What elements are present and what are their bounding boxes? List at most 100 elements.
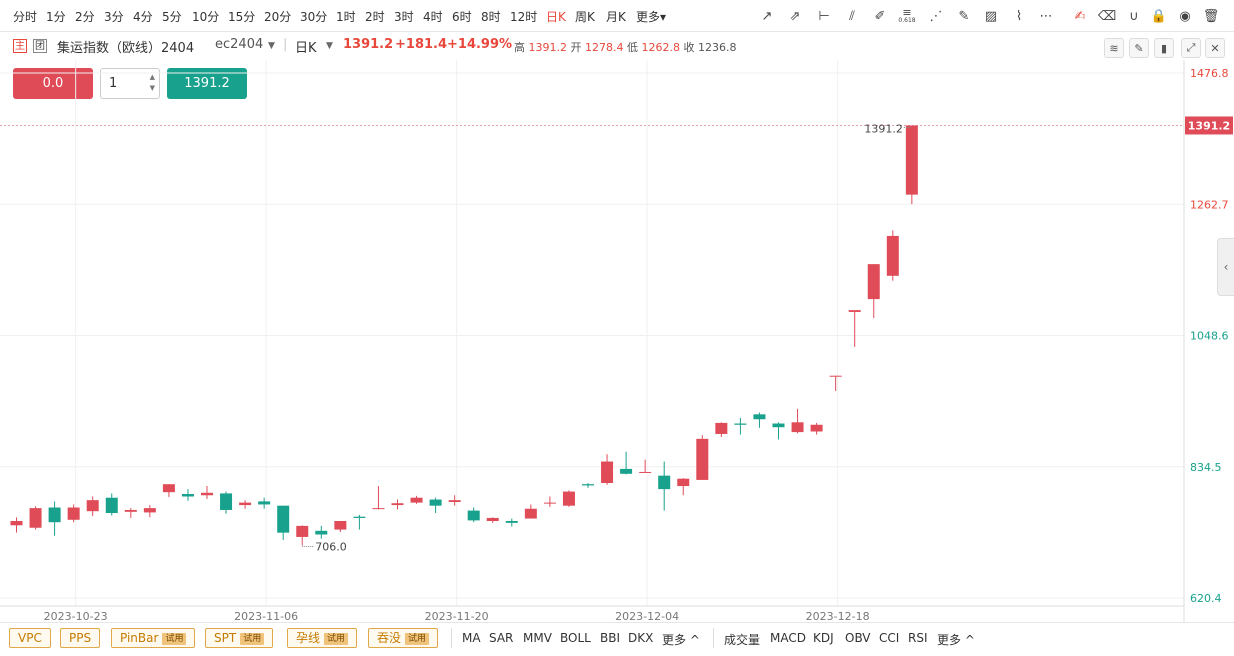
overlay-indicator-4[interactable]: BBI bbox=[600, 631, 621, 645]
trash-icon[interactable]: 🗑 bbox=[1202, 8, 1220, 24]
x-tick-label-2: 2023-11-20 bbox=[425, 610, 489, 622]
chart-style-icon[interactable]: ▮ bbox=[1154, 38, 1174, 58]
candle-body-20 bbox=[391, 503, 404, 506]
edit-icon[interactable]: ✍ bbox=[1074, 8, 1086, 24]
stepper-arrows-icon[interactable]: ▲ ▼ bbox=[149, 73, 155, 92]
candle-body-35 bbox=[677, 478, 690, 487]
y-tick-label-3: 834.5 bbox=[1190, 461, 1222, 474]
timeframe-12[interactable]: 3时 bbox=[394, 10, 414, 24]
overlay-indicator-6[interactable]: 更多 ^ bbox=[662, 633, 700, 647]
timeframe-4[interactable]: 4分 bbox=[133, 10, 153, 24]
overlay-indicator-3[interactable]: BOLL bbox=[560, 631, 591, 645]
drawing-edit-icon[interactable]: ✎ bbox=[1129, 38, 1149, 58]
candle-body-32 bbox=[620, 468, 633, 474]
candle-body-21 bbox=[410, 497, 423, 503]
overlay-indicator-0[interactable]: MA bbox=[462, 631, 481, 645]
timeframe-1[interactable]: 1分 bbox=[46, 10, 66, 24]
side-panel-toggle-icon[interactable]: ‹ bbox=[1217, 238, 1234, 296]
parallel-line-icon[interactable]: ⫽ bbox=[849, 8, 855, 24]
low-value: 1262.8 bbox=[641, 41, 681, 54]
timeframe-11[interactable]: 2时 bbox=[365, 10, 385, 24]
candle-body-38 bbox=[734, 423, 747, 425]
timeframe-15[interactable]: 8时 bbox=[481, 10, 501, 24]
indicator-settings-icon[interactable]: ≋ bbox=[1104, 38, 1124, 58]
timeframe-9[interactable]: 30分 bbox=[300, 10, 328, 24]
fullscreen-icon[interactable]: ⤢ bbox=[1181, 38, 1201, 58]
symbol-name[interactable]: 集运指数（欧线）2404 bbox=[57, 41, 195, 56]
brush-icon[interactable]: ✎ bbox=[958, 8, 970, 24]
timeframe-7[interactable]: 15分 bbox=[228, 10, 256, 24]
divider bbox=[713, 628, 714, 648]
timeframe-5[interactable]: 5分 bbox=[162, 10, 182, 24]
image-icon[interactable]: ▨ bbox=[984, 8, 998, 24]
timeframe-2[interactable]: 2分 bbox=[75, 10, 95, 24]
timeframe-17[interactable]: 日K bbox=[546, 10, 566, 24]
more-dots-icon[interactable]: ⋯ bbox=[1039, 8, 1053, 24]
sub-indicator-3[interactable]: OBV bbox=[845, 631, 871, 645]
sub-indicator-1[interactable]: MACD bbox=[770, 631, 806, 645]
indicator-tag-0[interactable]: VPC bbox=[9, 628, 51, 648]
timeframe-18[interactable]: 周K bbox=[575, 10, 595, 24]
overlay-indicator-5[interactable]: DKX bbox=[628, 631, 654, 645]
y-tick-label-0: 1476.8 bbox=[1190, 67, 1229, 80]
sub-indicator-6[interactable]: 更多 ^ bbox=[937, 633, 975, 647]
symbol-code[interactable]: ec2404 bbox=[215, 37, 264, 52]
candle-body-5 bbox=[105, 497, 118, 514]
timeframe-toolbar bbox=[0, 0, 1234, 32]
group-badge: 团 bbox=[33, 39, 47, 53]
eye-icon[interactable]: ◉ bbox=[1179, 8, 1191, 24]
candle-body-29 bbox=[562, 491, 575, 506]
magnet-icon[interactable]: ∪ bbox=[1129, 8, 1139, 24]
timeframe-10[interactable]: 1时 bbox=[336, 10, 356, 24]
timeframe-19[interactable]: 月K bbox=[606, 10, 626, 24]
x-tick-label-0: 2023-10-23 bbox=[44, 610, 108, 622]
horizontal-line-icon[interactable]: ⊢ bbox=[818, 8, 830, 24]
quantity-value[interactable]: 1 bbox=[109, 76, 118, 91]
sub-indicator-2[interactable]: KDJ bbox=[813, 631, 834, 645]
high-label: 高 bbox=[514, 41, 525, 54]
sub-indicator-4[interactable]: CCI bbox=[879, 631, 900, 645]
indicator-tag-1[interactable]: PPS bbox=[60, 628, 101, 648]
trend-line-icon[interactable]: ↗ bbox=[761, 8, 773, 24]
open-value: 1278.4 bbox=[585, 41, 624, 54]
timeframe-14[interactable]: 6时 bbox=[452, 10, 472, 24]
fibonacci-icon[interactable]: ≡ 0.618 bbox=[898, 6, 916, 24]
candle-body-2 bbox=[48, 507, 61, 523]
timeframe-6[interactable]: 10分 bbox=[192, 10, 220, 24]
overlay-indicator-1[interactable]: SAR bbox=[489, 631, 514, 645]
timeframe-13[interactable]: 4时 bbox=[423, 10, 443, 24]
ray-icon[interactable]: ⇗ bbox=[789, 8, 801, 24]
period-dropdown-icon[interactable]: ▼ bbox=[326, 41, 333, 51]
eraser-icon[interactable]: ⌫ bbox=[1097, 8, 1117, 24]
indicator-tag-4[interactable]: 孕线 试用 bbox=[287, 628, 358, 648]
symbol-dropdown-icon[interactable]: ▼ bbox=[268, 41, 275, 51]
sub-indicator-5[interactable]: RSI bbox=[908, 631, 928, 645]
timeframe-3[interactable]: 3分 bbox=[104, 10, 124, 24]
price-change-pct: +14.99% bbox=[447, 37, 513, 52]
candle-body-43 bbox=[829, 375, 842, 377]
x-tick-label-4: 2023-12-18 bbox=[806, 610, 870, 622]
indicator-tag-5[interactable]: 吞没 试用 bbox=[368, 628, 439, 648]
indicator-bar bbox=[0, 622, 1234, 656]
candle-body-25 bbox=[486, 517, 499, 522]
candle-body-14 bbox=[277, 505, 290, 533]
candle-body-33 bbox=[639, 471, 652, 473]
fan-icon[interactable]: ⋰ bbox=[929, 8, 943, 24]
timeframe-8[interactable]: 20分 bbox=[264, 10, 292, 24]
timeframe-0[interactable]: 分时 bbox=[13, 10, 38, 24]
candle-body-24 bbox=[467, 510, 480, 521]
candlestick-chart[interactable]: 1476.8 1262.7 1048.6 834.5 620.4 2023-10-23 20… bbox=[0, 60, 1234, 622]
timeframe-20[interactable]: 更多▾ bbox=[636, 10, 667, 24]
indicator-tag-3[interactable]: SPT 试用 bbox=[205, 628, 274, 648]
overlay-indicator-2[interactable]: MMV bbox=[523, 631, 552, 645]
candle-body-19 bbox=[372, 508, 385, 510]
period-selector[interactable]: 日K bbox=[295, 41, 317, 56]
polyline-icon[interactable]: ⌇ bbox=[1015, 8, 1023, 24]
sub-indicator-0[interactable]: 成交量 bbox=[724, 633, 761, 647]
pencil-line-icon[interactable]: ✐ bbox=[874, 8, 886, 24]
close-icon[interactable]: ✕ bbox=[1205, 38, 1225, 58]
lock-icon[interactable]: 🔒 bbox=[1150, 8, 1168, 24]
fib-label: 0.618 bbox=[898, 17, 916, 24]
timeframe-16[interactable]: 12时 bbox=[510, 10, 538, 24]
indicator-tag-2[interactable]: PinBar 试用 bbox=[111, 628, 196, 648]
